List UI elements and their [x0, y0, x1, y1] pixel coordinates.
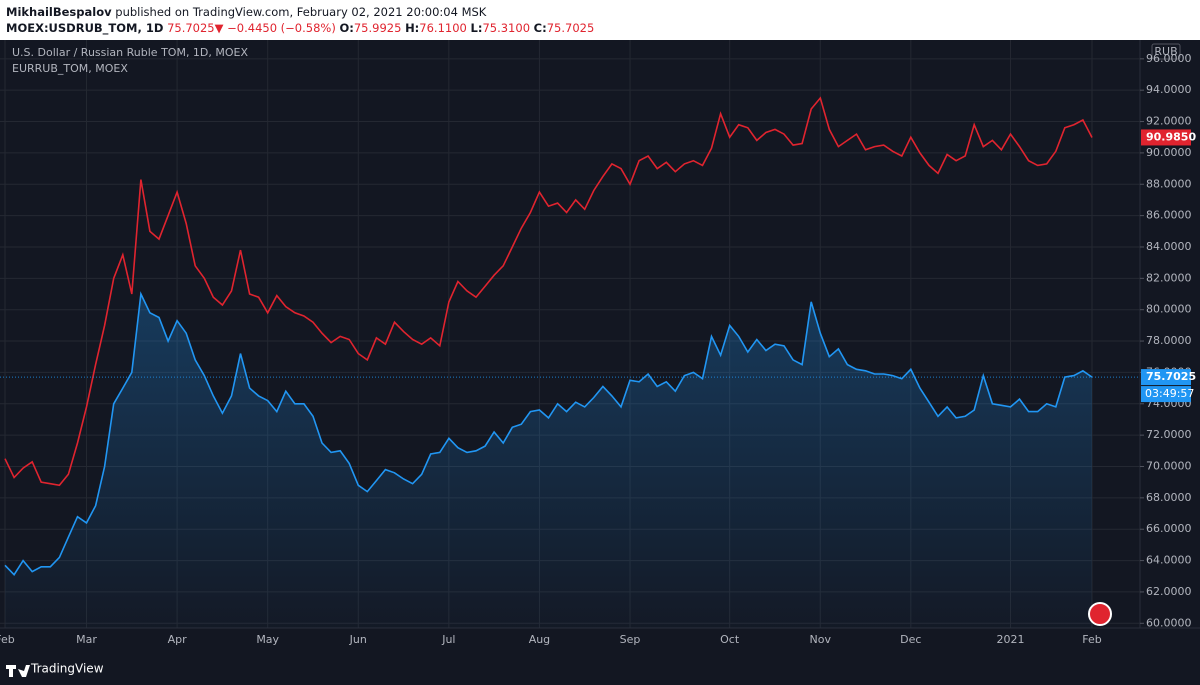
last: 75.7025 [167, 21, 215, 35]
price-tag-label: 75.7025 [1146, 370, 1196, 383]
chart: RUB TradingView 60.0000 62.0000 64.0000 66.… [0, 40, 1200, 685]
y-tick-label: 84.0000 [1146, 240, 1192, 253]
legend-entry: U.S. Dollar / Russian Ruble TOM, 1D, MOE… [12, 46, 248, 59]
ohlc-label: H: [405, 21, 420, 35]
y-tick-label: 94.0000 [1146, 83, 1192, 96]
y-tick-label: 92.0000 [1146, 115, 1192, 128]
countdown: 03:49:57 [1145, 387, 1194, 400]
ohlc-value: 76.1100 [419, 21, 467, 35]
ohlc-label: C: [533, 21, 547, 35]
currency: RUB [1154, 45, 1177, 58]
line [4, 96, 1093, 487]
arrow: ▼ [214, 21, 224, 35]
area [5, 294, 1092, 628]
y-tick-label: 82.0000 [1146, 271, 1192, 284]
countdown-tag [1141, 386, 1191, 403]
y-tick-label: 90.0000 [1146, 146, 1192, 159]
x-tick-label: Aug [529, 633, 550, 646]
y-tick-label: 78.0000 [1146, 334, 1192, 347]
publish-line: MikhailBespalov published on TradingView… [6, 5, 486, 19]
y-tick-label: 96.0000 [1146, 52, 1192, 65]
y-tick-label: 70.0000 [1146, 459, 1192, 472]
line [4, 291, 1093, 576]
x-tick-label: Oct [720, 633, 740, 646]
x-tick-label: Jun [349, 633, 367, 646]
price-tag-label: 90.9850 [1146, 130, 1196, 143]
price-tag [1141, 369, 1191, 386]
header: MikhailBespalov published on TradingView… [0, 0, 1200, 40]
brand: TradingView [30, 662, 104, 676]
symbol: MOEX:USDRUB_TOM, 1D [6, 21, 164, 35]
quote-line: MOEX:USDRUB_TOM, 1D 75.7025▼ −0.4450 (−0… [6, 21, 594, 35]
y-tick-label: 88.0000 [1146, 177, 1192, 190]
ohlc-value: 75.3100 [482, 21, 531, 35]
logo [6, 665, 30, 677]
currency-box [1151, 43, 1181, 60]
x-tick-label: Feb [0, 633, 15, 646]
flag-circle [1088, 602, 1112, 626]
x-tick-label: Nov [810, 633, 832, 646]
x-tick-label: Jul [441, 633, 455, 646]
logo-icon [6, 665, 30, 677]
published: published on TradingView.com, February 0… [115, 5, 487, 19]
x-tick-label: Mar [76, 633, 97, 646]
y-tick-label: 68.0000 [1146, 491, 1192, 504]
y-tick-label: 80.0000 [1146, 303, 1192, 316]
y-tick-label: 62.0000 [1146, 585, 1192, 598]
price-tag [1141, 129, 1191, 146]
y-tick-label: 66.0000 [1146, 522, 1192, 535]
y-tick-label: 72.0000 [1146, 428, 1192, 441]
author: MikhailBespalov [6, 5, 112, 19]
flag-icon [1088, 602, 1112, 626]
x-tick-label: Dec [900, 633, 921, 646]
x-tick-label: Apr [168, 633, 188, 646]
legend-entry: EURRUB_TOM, MOEX [12, 62, 128, 75]
change: −0.4450 (−0.58%) [227, 21, 336, 35]
y-tick-label: 60.0000 [1146, 616, 1192, 629]
x-tick-label: Sep [620, 633, 641, 646]
ohlc-value: 75.7025 [546, 21, 595, 35]
y-tick-label: 86.0000 [1146, 209, 1192, 222]
x-tick-label: 2021 [996, 633, 1024, 646]
ohlc-label: O: [339, 21, 354, 35]
ohlc: O:75.9925 H:76.1100 L:75.3100 C:75.7025 [339, 21, 594, 35]
x-tick-label: Feb [1082, 633, 1101, 646]
x-tick-label: May [256, 633, 279, 646]
ohlc-value: 75.9925 [353, 21, 402, 35]
ohlc-label: L: [470, 21, 483, 35]
y-tick-label: 64.0000 [1146, 554, 1192, 567]
